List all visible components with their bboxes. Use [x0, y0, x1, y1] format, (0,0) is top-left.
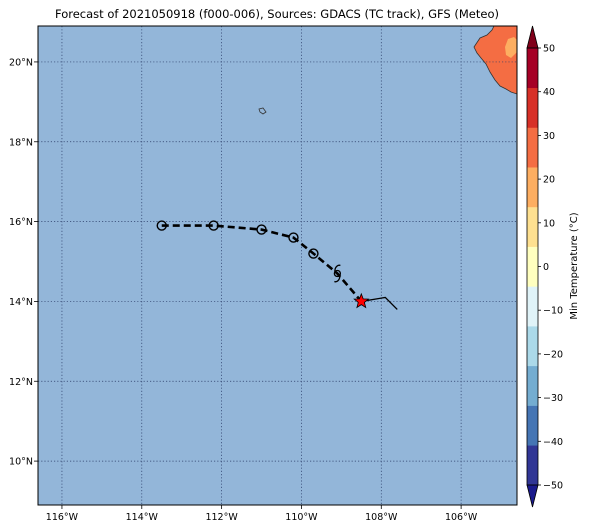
colorbar-segment — [527, 326, 538, 367]
lat-tick-label: 10°N — [9, 457, 33, 468]
track-point-marker — [156, 220, 167, 231]
colorbar: −50 −40 −30 −20 −10 0 10 20 30 40 50 — [526, 25, 563, 508]
colorbar-tick-label: −40 — [543, 437, 563, 448]
current-position-star-icon — [353, 292, 370, 309]
colorbar-label: Min Temperature (°C) — [569, 212, 580, 319]
map-panel: 116°W 114°W 112°W 110°W 108°W 106°W 10°N 12°N 14… — [9, 25, 518, 523]
figure-title: Forecast of 2021050918 (f000-006), Sourc… — [55, 7, 499, 21]
colorbar-segment — [527, 87, 538, 128]
colorbar-tick-label: −50 — [543, 481, 563, 492]
past-track-line — [361, 296, 398, 310]
lat-tick-label: 20°N — [9, 57, 33, 68]
colorbar-segment — [527, 206, 538, 247]
colorbar-segment — [527, 127, 538, 168]
tropical-storm-icon — [333, 264, 342, 283]
track-point-marker — [308, 248, 319, 259]
track-point-marker — [288, 232, 299, 243]
lon-tick-label: 112°W — [205, 512, 238, 523]
map-axis-ticks: 116°W 114°W 112°W 110°W 108°W 106°W 10°N 12°N 14… — [9, 57, 478, 523]
colorbar-tick-label: 30 — [543, 131, 555, 142]
track-point-marker — [256, 224, 267, 235]
track-point-marker — [208, 220, 219, 231]
colorbar-over-extension — [526, 25, 539, 49]
lon-tick-label: 114°W — [126, 512, 159, 523]
lon-tick-label: 106°W — [445, 512, 478, 523]
lon-tick-label: 110°W — [285, 512, 318, 523]
lat-tick-label: 12°N — [9, 377, 33, 388]
colorbar-segment — [527, 405, 538, 446]
ocean-background — [38, 26, 517, 505]
colorbar-tick-label: 40 — [543, 87, 555, 98]
colorbar-segment — [527, 48, 538, 89]
map-frame — [37, 25, 518, 506]
colorbar-tick-label: 0 — [543, 262, 549, 273]
colorbar-segment — [527, 246, 538, 287]
colorbar-segment — [527, 167, 538, 208]
colorbar-tick-label: 10 — [543, 218, 555, 229]
colorbar-tick-label: −30 — [543, 393, 563, 404]
lat-tick-label: 16°N — [9, 217, 33, 228]
colorbar-tick-label: −10 — [543, 306, 563, 317]
mexico-coast-land — [473, 26, 517, 95]
colorbar-segment — [527, 365, 538, 406]
land-warm-patch — [505, 37, 517, 58]
colorbar-tick-label: 20 — [543, 175, 555, 186]
colorbar-segment — [527, 445, 538, 486]
colorbar-under-extension — [526, 484, 539, 508]
lon-tick-label: 116°W — [46, 512, 79, 523]
lat-tick-label: 14°N — [9, 297, 33, 308]
colorbar-segment — [527, 286, 538, 327]
colorbar-tick-label: 50 — [543, 44, 555, 55]
colorbar-tick-label: −20 — [543, 349, 563, 360]
forecast-track-line — [161, 224, 363, 303]
island-outline — [258, 107, 267, 115]
lat-tick-label: 18°N — [9, 137, 33, 148]
storm-track — [156, 220, 398, 310]
lon-tick-label: 108°W — [365, 512, 398, 523]
